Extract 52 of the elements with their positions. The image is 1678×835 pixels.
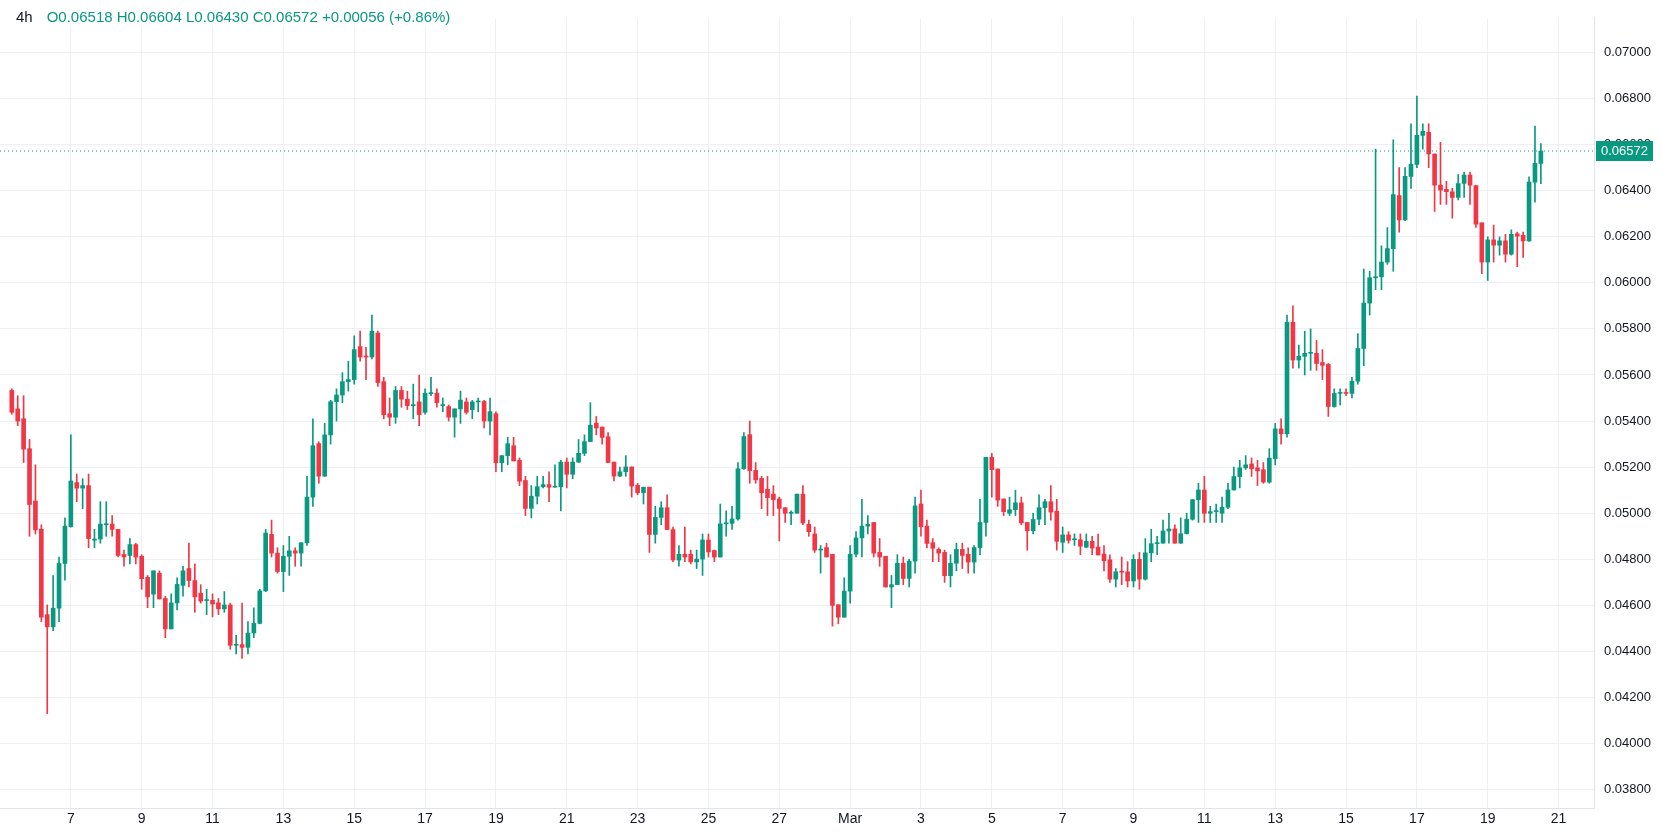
candlestick xyxy=(410,383,416,420)
y-tick-label: 0.06800 xyxy=(1604,90,1651,106)
candlestick xyxy=(788,510,794,526)
y-tick-label: 0.07000 xyxy=(1604,43,1651,59)
y-tick-label: 0.06200 xyxy=(1604,228,1651,244)
x-tick-label: 17 xyxy=(417,810,434,827)
candlestick xyxy=(440,397,446,413)
x-tick-label: 13 xyxy=(1267,810,1284,827)
candlestick xyxy=(428,376,434,397)
candlestick xyxy=(1343,388,1349,397)
x-tick-label: 27 xyxy=(771,810,788,827)
x-tick-label: 7 xyxy=(66,810,75,827)
x-tick-label: 9 xyxy=(137,810,146,827)
x-tick-label: 21 xyxy=(1550,810,1567,827)
x-tick-label: 17 xyxy=(1409,810,1425,827)
x-tick-label: 11 xyxy=(205,810,221,827)
x-tick-label: 3 xyxy=(917,810,926,827)
x-tick-label: 11 xyxy=(1197,810,1212,827)
x-tick-label: 25 xyxy=(700,810,717,827)
x-tick-label: Mar xyxy=(838,810,863,827)
x-tick-label: 5 xyxy=(987,810,996,827)
y-tick-label: 0.05400 xyxy=(1604,412,1651,428)
y-tick-label: 0.05600 xyxy=(1604,366,1651,382)
x-tick-label: 9 xyxy=(1129,810,1138,827)
ref-line-label: 0.06572 xyxy=(1601,142,1648,158)
x-tick-label: 19 xyxy=(1479,810,1496,827)
y-tick-label: 0.04800 xyxy=(1604,550,1651,566)
x-tick-label: 21 xyxy=(558,810,575,827)
chart-title: 4h xyxy=(16,8,33,25)
y-tick-label: 0.04000 xyxy=(1604,735,1651,751)
x-tick-label: 19 xyxy=(488,810,504,827)
candlestick xyxy=(546,471,552,503)
candlestick xyxy=(552,464,558,488)
y-tick-label: 0.04200 xyxy=(1604,689,1651,705)
candlestick xyxy=(292,547,298,567)
y-tick-label: 0.03800 xyxy=(1604,781,1651,797)
candlestick xyxy=(233,635,239,655)
y-tick-label: 0.05000 xyxy=(1604,504,1651,520)
y-tick-label: 0.05800 xyxy=(1604,320,1651,336)
x-tick-label: 23 xyxy=(629,810,646,827)
y-tick-label: 0.04600 xyxy=(1604,596,1651,612)
x-tick-label: 13 xyxy=(275,810,292,827)
candlestick xyxy=(74,473,80,503)
y-tick-label: 0.04400 xyxy=(1604,643,1651,659)
y-tick-label: 0.06400 xyxy=(1604,182,1651,198)
y-tick-label: 0.06000 xyxy=(1604,274,1651,290)
x-tick-label: 15 xyxy=(1338,810,1355,827)
x-tick-label: 15 xyxy=(346,810,363,827)
x-tick-label: 7 xyxy=(1058,810,1067,827)
y-tick-label: 0.05200 xyxy=(1604,458,1651,474)
candlestick xyxy=(239,602,245,659)
annotation: O0.06518 H0.06604 L0.06430 C0.06572 +0.00056 (+0.86%) xyxy=(46,8,451,25)
